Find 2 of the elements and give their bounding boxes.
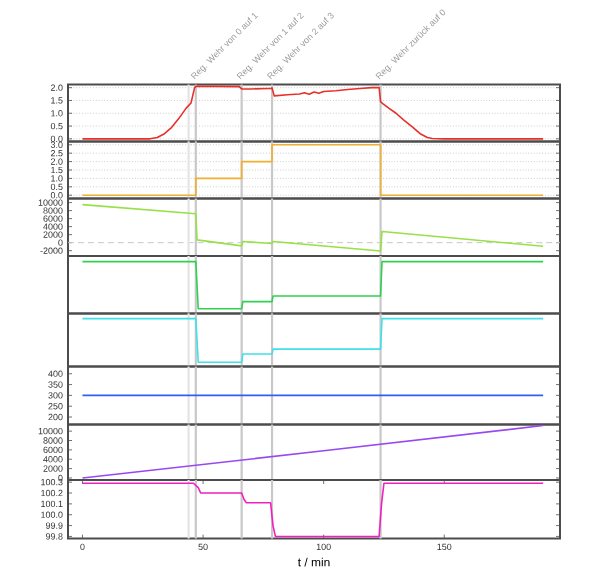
line-series	[81, 482, 544, 538]
line-series	[81, 203, 544, 252]
